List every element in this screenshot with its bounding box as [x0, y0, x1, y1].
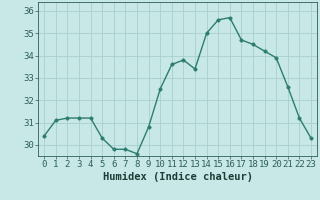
X-axis label: Humidex (Indice chaleur): Humidex (Indice chaleur) — [103, 172, 252, 182]
